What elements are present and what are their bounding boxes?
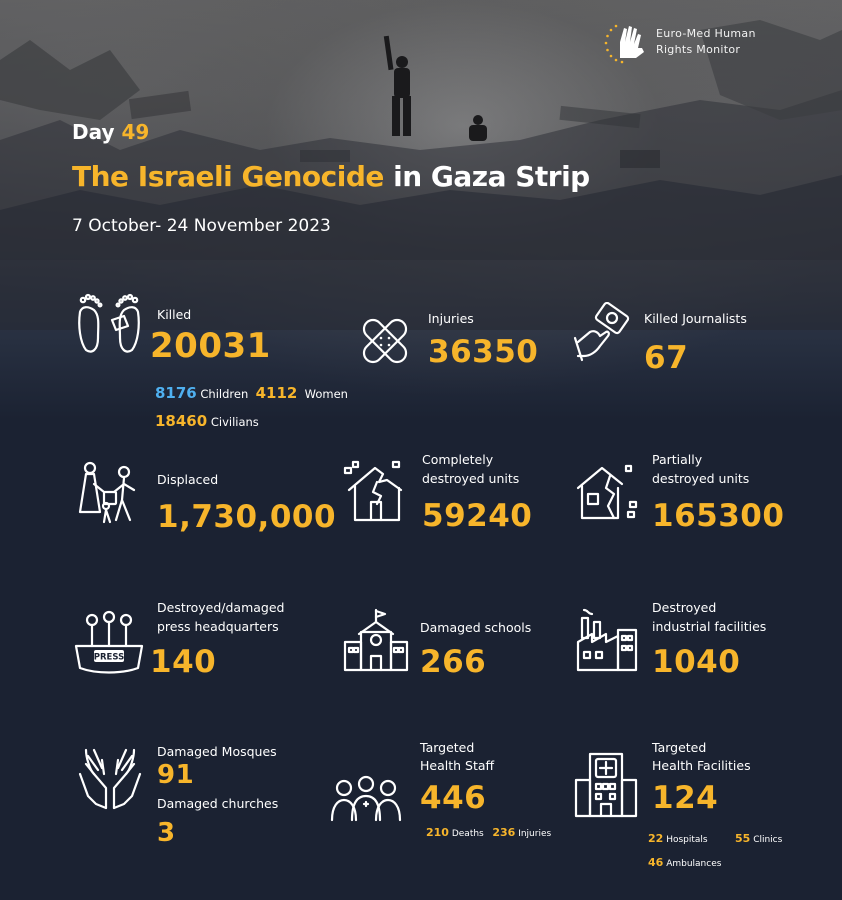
children-label: Children [200, 387, 249, 401]
family-walking-icon [78, 461, 136, 524]
killed-value: 20031 [150, 326, 271, 366]
press-icon-text: PRESS [94, 653, 124, 663]
health-facilities-label-2: Health Facilities [652, 758, 751, 773]
school-icon [343, 608, 409, 672]
staff-injuries-label: Injuries [518, 829, 552, 839]
women-label: Women [304, 387, 348, 401]
health-staff-label-2: Health Staff [420, 758, 495, 773]
health-staff-breakdown: 210 Deaths 236 Injuries [426, 826, 551, 839]
day-heading: Day 49 [72, 120, 149, 144]
clinics-label: Clinics [753, 835, 783, 845]
civilians-label: Civilians [210, 415, 259, 429]
day-label: Day [72, 120, 115, 144]
camera-hand-icon [573, 302, 630, 362]
completely-destroyed-label-1: Completely [422, 452, 494, 467]
date-range: 7 October- 24 November 2023 [72, 216, 331, 236]
partially-destroyed-label-2: destroyed units [652, 471, 750, 486]
displaced-label: Displaced [157, 472, 219, 487]
cracked-house-icon [576, 464, 638, 520]
person-silhouette [383, 35, 487, 141]
footprints-icon [78, 293, 140, 353]
health-facilities-value: 124 [652, 780, 719, 816]
staff-deaths-label: Deaths [451, 829, 484, 839]
ambulances-label: Ambulances [666, 859, 722, 869]
staff-deaths-value: 210 [426, 826, 449, 839]
clinics-value: 55 [735, 832, 751, 845]
industrial-label-2: industrial facilities [652, 619, 767, 634]
schools-value: 266 [420, 644, 487, 680]
rubble-photo-silhouette [0, 20, 842, 330]
partially-destroyed-value: 165300 [652, 498, 785, 534]
journalists-label: Killed Journalists [644, 311, 747, 326]
health-staff-value: 446 [420, 780, 487, 816]
hospitals-breakdown: 22 Hospitals [648, 832, 708, 845]
health-staff-label-1: Targeted [420, 740, 475, 755]
hospital-icon [574, 752, 638, 818]
killed-breakdown-row2: 18460 Civilians [155, 412, 259, 430]
killed-breakdown-row1: 8176 Children 4112 Women [155, 384, 348, 402]
partially-destroyed-label-1: Partially [652, 452, 703, 467]
bandage-icon [362, 318, 408, 364]
women-value: 4112 [255, 384, 298, 402]
factory-icon [576, 608, 638, 672]
completely-destroyed-label-2: destroyed units [422, 471, 520, 486]
ambulances-breakdown: 46 Ambulances [648, 856, 721, 869]
brand-line-1: Euro-Med Human [656, 27, 756, 40]
completely-destroyed-value: 59240 [422, 498, 533, 534]
clinics-breakdown: 55 Clinics [735, 832, 782, 845]
praying-hands-icon [78, 748, 142, 810]
killed-label: Killed [157, 307, 192, 322]
press-label-2: press headquarters [157, 619, 279, 634]
hand-logo-icon [604, 24, 644, 64]
displaced-value: 1,730,000 [157, 499, 337, 535]
journalists-value: 67 [644, 340, 689, 376]
day-number: 49 [121, 120, 150, 144]
staff-injuries-value: 236 [492, 826, 516, 839]
brand-name: Euro-Med Human Rights Monitor [656, 26, 786, 58]
schools-label: Damaged schools [420, 620, 532, 635]
press-label-1: Destroyed/damaged [157, 600, 285, 615]
health-facilities-label-1: Targeted [652, 740, 707, 755]
hospitals-value: 22 [648, 832, 664, 845]
industrial-value: 1040 [652, 644, 741, 680]
civilians-value: 18460 [155, 412, 208, 430]
brand-line-2: Rights Monitor [656, 43, 741, 56]
injuries-label: Injuries [428, 311, 474, 326]
title-rest: in Gaza Strip [393, 160, 590, 193]
injuries-value: 36350 [428, 334, 539, 370]
euro-med-logo: Euro-Med Human Rights Monitor [598, 18, 788, 68]
medical-staff-icon [330, 775, 402, 822]
churches-label: Damaged churches [157, 796, 279, 811]
press-microphones-icon: PRESS [74, 610, 144, 674]
title-highlight: The Israeli Genocide [72, 160, 384, 193]
ambulances-value: 46 [648, 856, 664, 869]
mosques-label: Damaged Mosques [157, 744, 277, 759]
page-title: The Israeli Genocide in Gaza Strip [72, 160, 590, 193]
industrial-label-1: Destroyed [652, 600, 717, 615]
hospitals-label: Hospitals [666, 835, 708, 845]
collapsed-house-icon [343, 460, 403, 522]
children-value: 8176 [155, 384, 197, 402]
mosques-value: 91 [157, 760, 195, 790]
churches-value: 3 [157, 818, 176, 848]
press-value: 140 [150, 644, 217, 680]
